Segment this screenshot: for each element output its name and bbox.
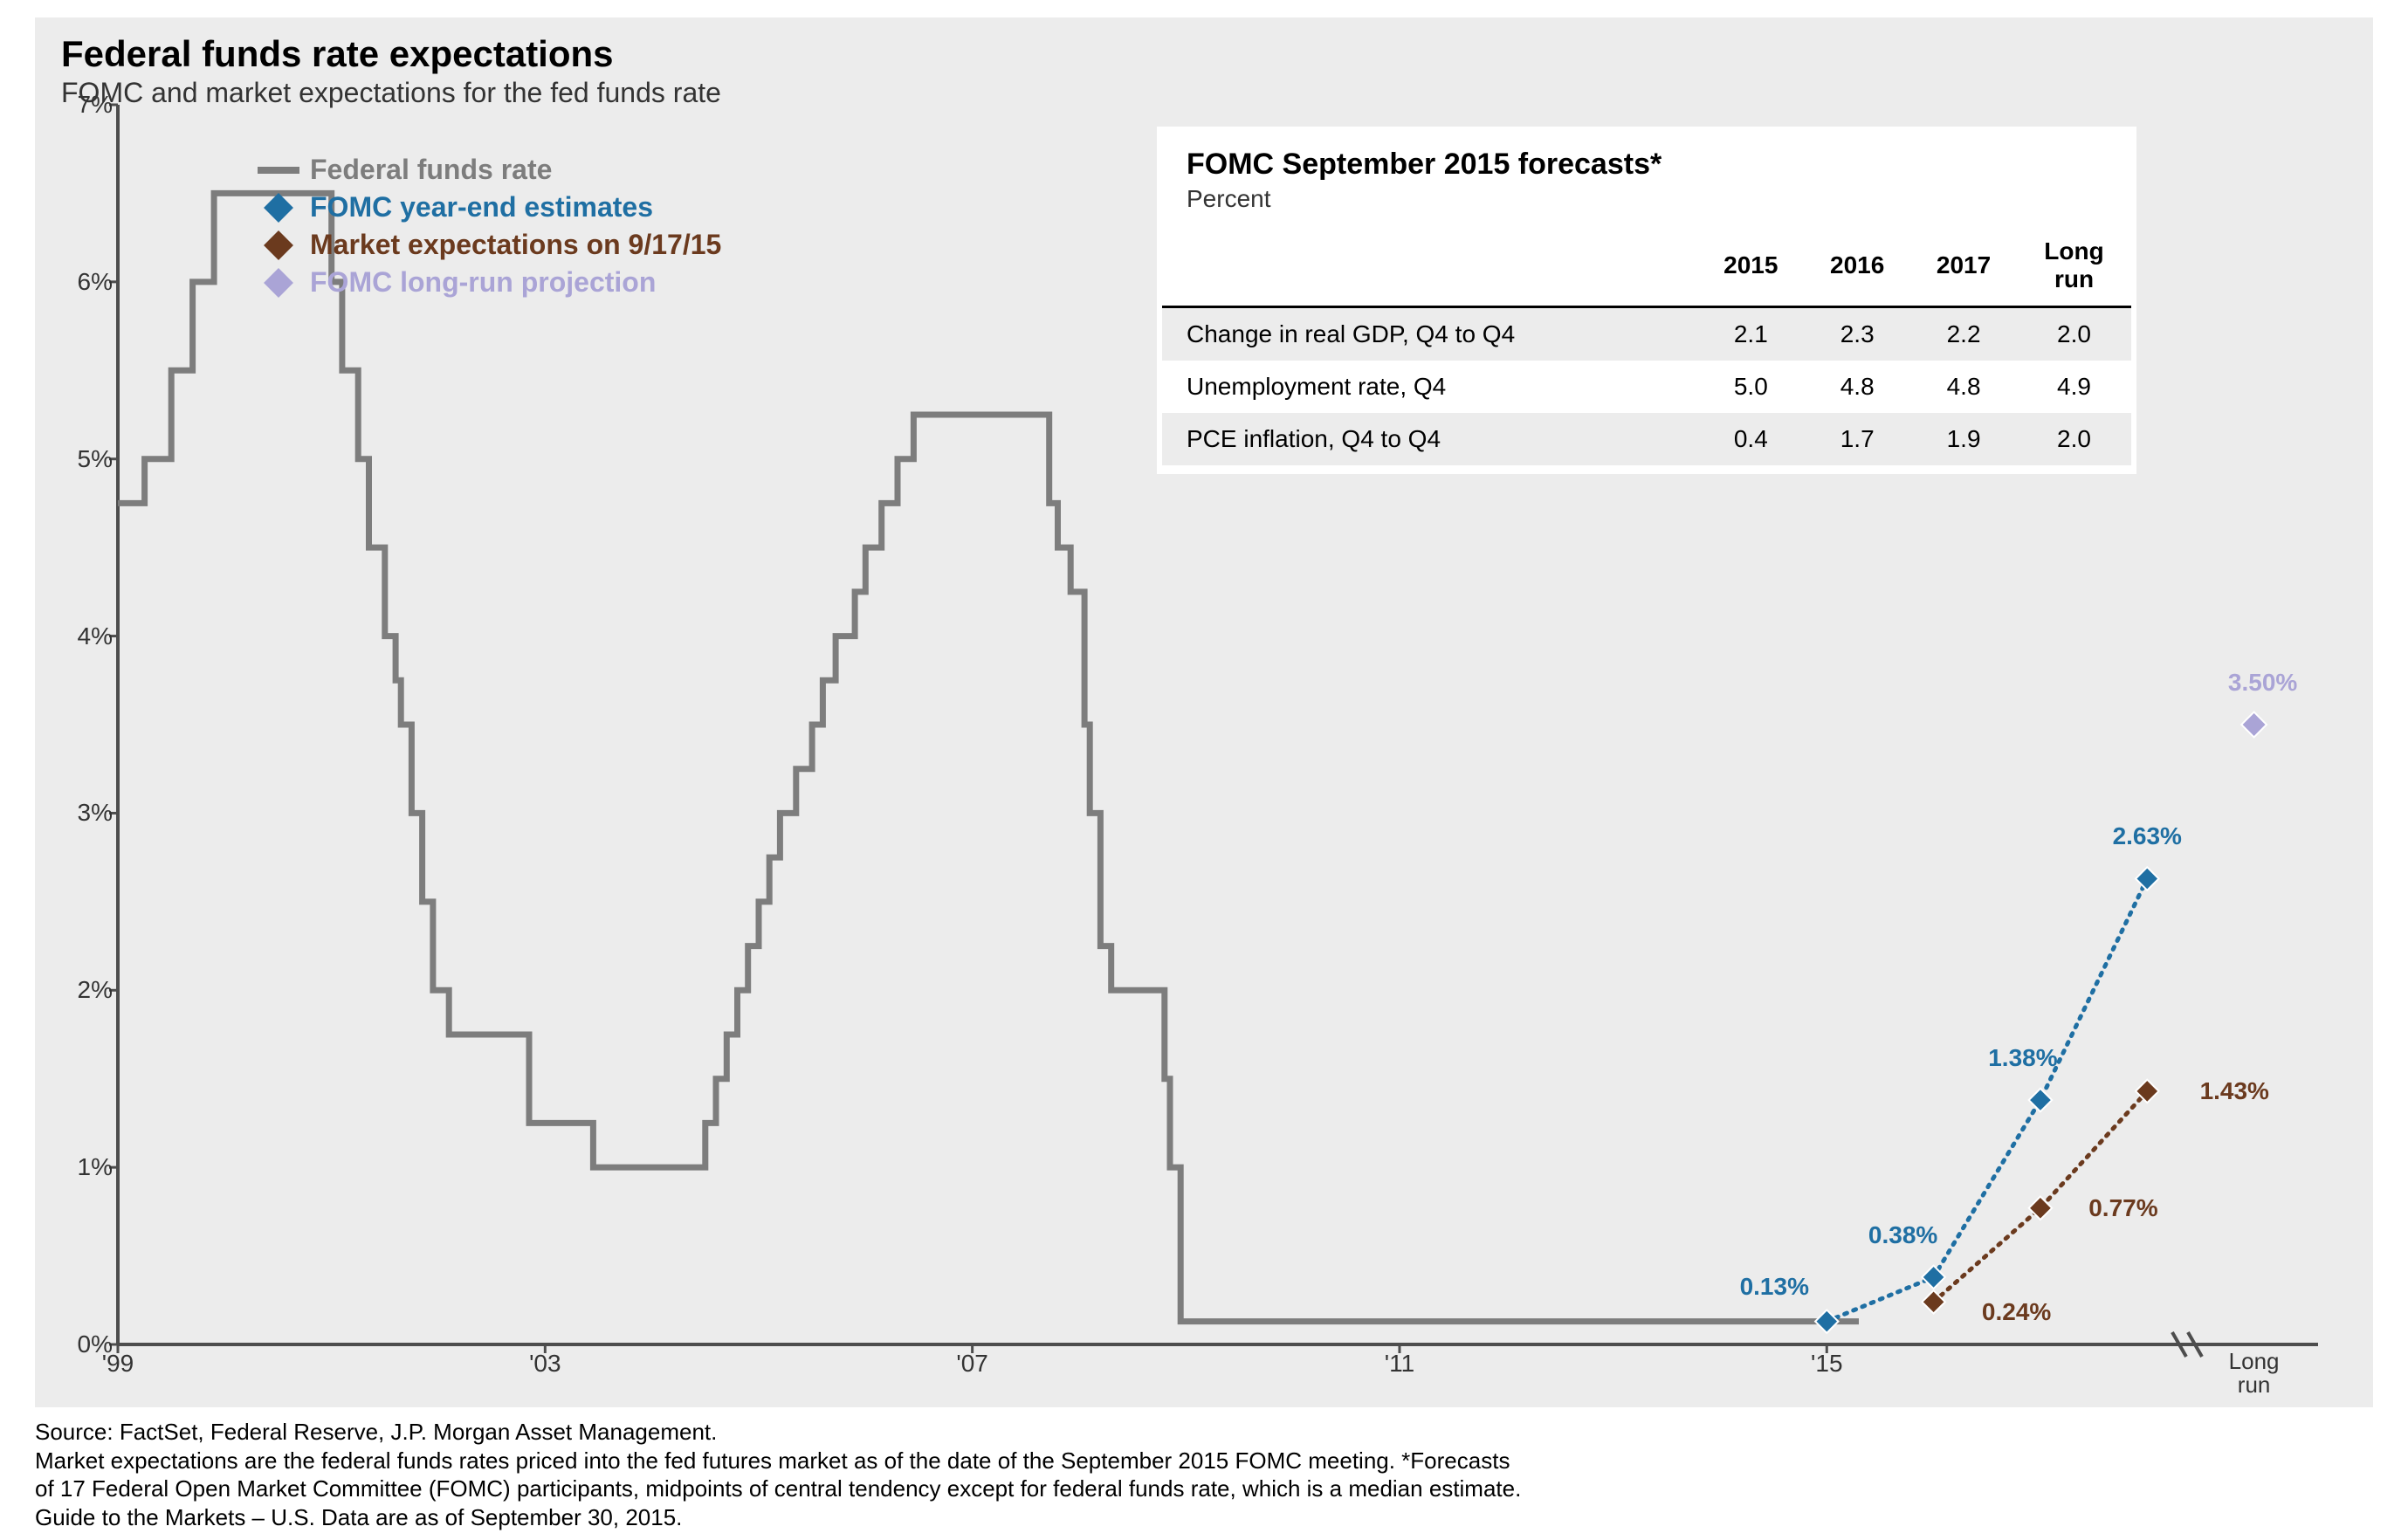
point-label: 0.13% <box>1740 1273 1809 1301</box>
x-tick-label: '15 <box>1811 1350 1843 1378</box>
footnote-line: Guide to the Markets – U.S. Data are as … <box>35 1503 2373 1532</box>
forecast-table-title: FOMC September 2015 forecasts* <box>1162 148 2131 182</box>
table-row: Change in real GDP, Q4 to Q42.12.32.22.0 <box>1162 307 2131 361</box>
table-cell: 2.1 <box>1697 307 1804 361</box>
legend-item: FOMC long-run projection <box>258 266 721 299</box>
x-tick-label: '03 <box>529 1350 561 1378</box>
legend-item: Federal funds rate <box>258 154 721 186</box>
table-cell: 2.3 <box>1804 307 1910 361</box>
x-tick-label: '07 <box>956 1350 988 1378</box>
table-row: Unemployment rate, Q45.04.84.84.9 <box>1162 361 2131 413</box>
x-tick-label: '11 <box>1385 1350 1414 1378</box>
table-cell: 4.8 <box>1804 361 1910 413</box>
table-cell: 4.9 <box>2017 361 2131 413</box>
forecast-table-subtitle: Percent <box>1162 182 2131 225</box>
chart-legend: Federal funds rate FOMC year-end estimate… <box>258 148 721 304</box>
table-cell: 2.0 <box>2017 307 2131 361</box>
table-cell: 2.2 <box>1910 307 2017 361</box>
table-cell: 0.4 <box>1697 413 1804 465</box>
legend-item: Market expectations on 9/17/15 <box>258 229 721 261</box>
footnote-line: of 17 Federal Open Market Committee (FOM… <box>35 1475 2373 1503</box>
page: Federal funds rate expectations FOMC and… <box>0 0 2408 1540</box>
table-cell: 4.8 <box>1910 361 2017 413</box>
footnote-line: Source: FactSet, Federal Reserve, J.P. M… <box>35 1418 2373 1447</box>
chart-canvas: Federal funds rate expectations FOMC and… <box>35 17 2373 1407</box>
table-header: 2016 <box>1804 225 1910 307</box>
table-row-label: Unemployment rate, Q4 <box>1162 361 1697 413</box>
legend-label: Federal funds rate <box>310 154 552 186</box>
legend-label: FOMC long-run projection <box>310 266 656 299</box>
point-label: 1.43% <box>2200 1077 2269 1105</box>
point-label: 0.77% <box>2088 1194 2157 1222</box>
table-row: PCE inflation, Q4 to Q40.41.71.92.0 <box>1162 413 2131 465</box>
point-label: 1.38% <box>1988 1044 2057 1072</box>
footnote: Source: FactSet, Federal Reserve, J.P. M… <box>35 1418 2373 1531</box>
y-tick-label: 7% <box>78 91 113 119</box>
y-tick-label: 2% <box>78 976 113 1004</box>
table-row-label: PCE inflation, Q4 to Q4 <box>1162 413 1697 465</box>
table-cell: 2.0 <box>2017 413 2131 465</box>
forecast-table: 201520162017LongrunChange in real GDP, Q… <box>1162 225 2131 465</box>
x-long-run-label: Longrun <box>2229 1350 2280 1398</box>
table-header: 2017 <box>1910 225 2017 307</box>
y-tick-label: 5% <box>78 445 113 473</box>
legend-label: FOMC year-end estimates <box>310 191 653 223</box>
point-label: 2.63% <box>2113 822 2182 850</box>
footnote-line: Market expectations are the federal fund… <box>35 1447 2373 1475</box>
point-label: 3.50% <box>2228 669 2297 697</box>
legend-item: FOMC year-end estimates <box>258 191 721 223</box>
table-cell: 1.9 <box>1910 413 2017 465</box>
y-tick-label: 3% <box>78 799 113 827</box>
y-tick-label: 6% <box>78 268 113 296</box>
y-tick-label: 4% <box>78 622 113 650</box>
legend-label: Market expectations on 9/17/15 <box>310 229 721 261</box>
chart-title: Federal funds rate expectations <box>61 33 614 75</box>
y-tick-label: 1% <box>78 1153 113 1181</box>
table-header <box>1162 225 1697 307</box>
table-cell: 5.0 <box>1697 361 1804 413</box>
table-row-label: Change in real GDP, Q4 to Q4 <box>1162 307 1697 361</box>
table-header: 2015 <box>1697 225 1804 307</box>
table-cell: 1.7 <box>1804 413 1910 465</box>
forecast-table-box: FOMC September 2015 forecasts* Percent 2… <box>1157 127 2136 474</box>
x-tick-label: '99 <box>102 1350 134 1378</box>
table-header: Longrun <box>2017 225 2131 307</box>
point-label: 0.24% <box>1982 1298 2051 1326</box>
point-label: 0.38% <box>1868 1221 1937 1249</box>
